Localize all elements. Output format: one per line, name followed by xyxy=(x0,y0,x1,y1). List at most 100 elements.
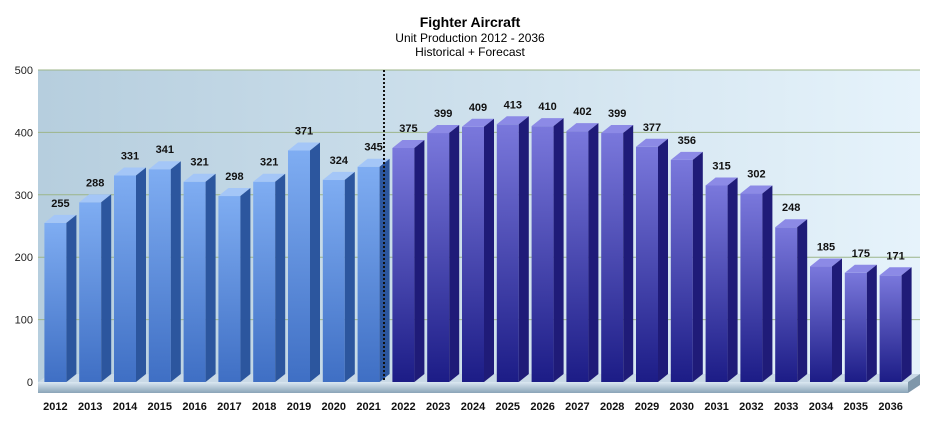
x-tick-label: 2018 xyxy=(252,401,276,413)
bar-front xyxy=(114,175,136,382)
data-label: 288 xyxy=(86,177,104,189)
bar-top xyxy=(218,188,251,197)
x-tick-label: 2019 xyxy=(287,401,311,413)
bar-top xyxy=(148,161,181,170)
data-label: 331 xyxy=(121,150,139,162)
bar xyxy=(844,264,877,382)
data-label: 377 xyxy=(643,122,661,134)
data-label: 345 xyxy=(364,142,382,154)
x-tick-label: 2032 xyxy=(739,401,763,413)
bar xyxy=(114,167,146,382)
bar-top xyxy=(601,125,634,134)
bar-side xyxy=(518,116,529,383)
data-label: 413 xyxy=(504,99,522,111)
bar-top xyxy=(879,267,912,276)
bar-front xyxy=(357,166,380,382)
bar xyxy=(288,142,320,382)
bar xyxy=(218,188,251,382)
bar-front xyxy=(253,181,276,382)
data-label: 324 xyxy=(330,155,349,167)
bar-side xyxy=(275,173,286,382)
bar-side xyxy=(901,267,912,382)
y-tick-label: 500 xyxy=(15,65,33,77)
data-label: 315 xyxy=(712,160,730,172)
data-label: 371 xyxy=(295,125,313,137)
bar-front xyxy=(322,179,345,382)
bar-side xyxy=(136,167,146,382)
bar-top xyxy=(427,125,460,134)
data-label: 399 xyxy=(608,108,626,120)
x-tick-label: 2022 xyxy=(391,401,415,413)
bar-side xyxy=(797,219,808,382)
y-tick-label: 400 xyxy=(15,127,33,139)
bar-top xyxy=(357,158,390,167)
bar xyxy=(79,194,112,382)
bar-front xyxy=(775,227,798,382)
bar-top xyxy=(44,214,77,223)
bar-top xyxy=(496,116,529,125)
bar xyxy=(44,214,77,382)
y-tick-label: 100 xyxy=(15,315,33,327)
bar-top xyxy=(183,173,216,182)
bar-top xyxy=(322,171,355,180)
bar-top xyxy=(114,167,146,176)
x-tick-label: 2029 xyxy=(635,401,659,413)
bar xyxy=(531,118,564,382)
bar-front xyxy=(218,196,241,382)
x-tick-label: 2021 xyxy=(356,401,380,413)
data-label: 409 xyxy=(469,102,487,114)
data-label: 175 xyxy=(852,248,870,260)
bar-top xyxy=(810,258,842,267)
data-label: 248 xyxy=(782,202,800,214)
x-tick-label: 2034 xyxy=(809,401,834,413)
bar-front xyxy=(636,146,658,382)
bar xyxy=(566,123,599,382)
data-label: 298 xyxy=(225,171,243,183)
chart-titles: Fighter Aircraft Unit Production 2012 - … xyxy=(0,14,940,59)
x-tick-label: 2026 xyxy=(530,401,554,413)
bar-top xyxy=(253,173,286,182)
bar xyxy=(496,116,529,383)
bar-front xyxy=(148,169,171,382)
bar-front xyxy=(705,185,728,382)
chart-title: Fighter Aircraft xyxy=(419,14,521,30)
x-tick-label: 2031 xyxy=(704,401,728,413)
data-label: 321 xyxy=(190,157,208,169)
floor-side xyxy=(908,374,920,393)
x-tick-label: 2036 xyxy=(878,401,902,413)
x-tick-label: 2028 xyxy=(600,401,624,413)
data-label: 302 xyxy=(747,169,765,181)
bar xyxy=(427,125,460,383)
x-tick-label: 2020 xyxy=(322,401,346,413)
x-tick-label: 2027 xyxy=(565,401,589,413)
bar-top xyxy=(566,123,599,132)
bar-top xyxy=(79,194,112,203)
bar-top xyxy=(462,118,494,127)
bar-side xyxy=(762,185,773,382)
bar-side xyxy=(170,161,181,382)
bar-side xyxy=(727,177,738,382)
data-label: 399 xyxy=(434,108,452,120)
data-label: 185 xyxy=(817,242,835,254)
data-label: 410 xyxy=(538,101,556,113)
bar-top xyxy=(844,264,877,273)
bar-side xyxy=(344,171,355,382)
data-label: 356 xyxy=(678,135,696,147)
bar-side xyxy=(240,188,251,382)
bar-front xyxy=(566,131,589,382)
x-tick-label: 2024 xyxy=(461,401,486,413)
y-tick-label: 300 xyxy=(15,190,33,202)
data-label: 402 xyxy=(573,106,591,118)
x-tick-label: 2012 xyxy=(43,401,67,413)
bar xyxy=(392,140,425,382)
bar-front xyxy=(879,275,902,382)
bar xyxy=(183,173,216,382)
bar-side xyxy=(866,264,877,382)
bar-side xyxy=(310,142,320,382)
x-tick-label: 2025 xyxy=(496,401,520,413)
bar xyxy=(705,177,738,382)
bar xyxy=(322,171,355,382)
data-label: 321 xyxy=(260,157,278,169)
bar-top xyxy=(775,219,808,228)
